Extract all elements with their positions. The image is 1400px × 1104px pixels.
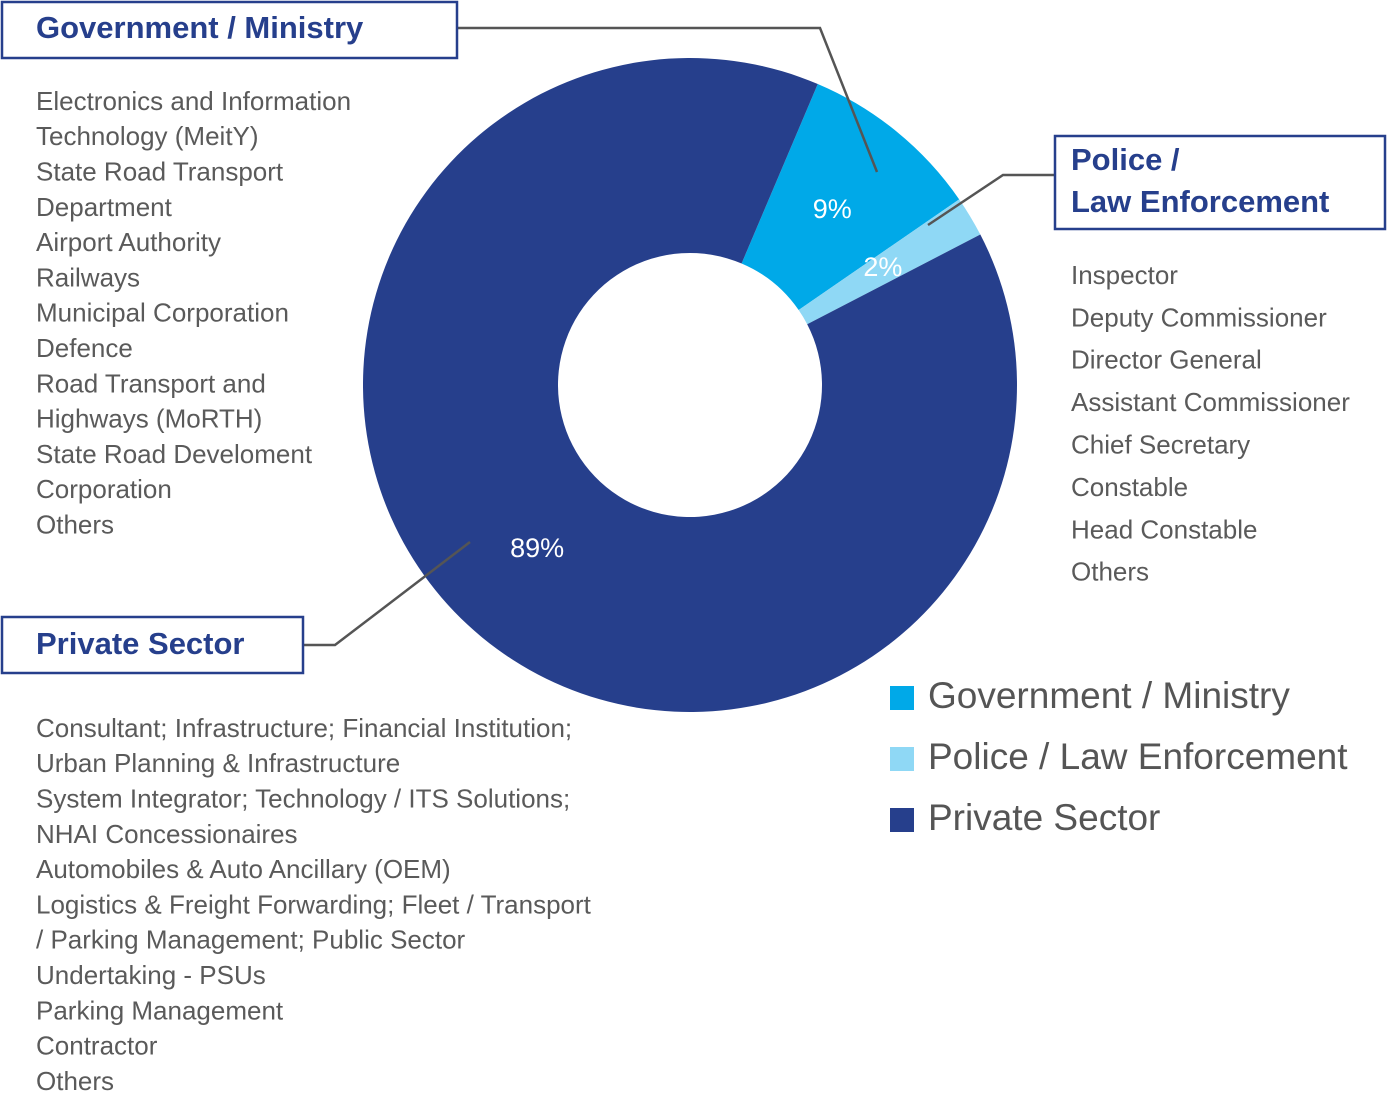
callout-item: State Road Transport bbox=[36, 156, 284, 186]
legend-swatch bbox=[890, 686, 914, 710]
callout-item: Municipal Corporation bbox=[36, 298, 289, 328]
value-label: 9% bbox=[813, 194, 852, 224]
leader-line bbox=[303, 541, 471, 647]
callout-item: Deputy Commissioner bbox=[1071, 302, 1327, 332]
callout-item: System Integrator; Technology / ITS Solu… bbox=[36, 783, 570, 813]
legend-swatch bbox=[890, 747, 914, 771]
callout-item: Urban Planning & Infrastructure bbox=[36, 748, 400, 778]
callout-item: Railways bbox=[36, 262, 140, 292]
callout-item: Defence bbox=[36, 333, 133, 363]
leader-line bbox=[927, 173, 1055, 227]
callout-item: Inspector bbox=[1071, 260, 1178, 290]
callout-item: Contractor bbox=[36, 1031, 158, 1061]
legend-label: Government / Ministry bbox=[928, 675, 1290, 716]
callout-item: Logistics & Freight Forwarding; Fleet / … bbox=[36, 889, 592, 919]
callout-item: Highways (MoRTH) bbox=[36, 404, 262, 434]
leader-line bbox=[435, 26, 879, 173]
callout-item: / Parking Management; Public Sector bbox=[36, 925, 466, 955]
callout-item: Department bbox=[36, 192, 173, 222]
donut-slice bbox=[362, 57, 1017, 712]
value-label: 2% bbox=[863, 252, 902, 282]
callout-item: Others bbox=[1071, 557, 1149, 587]
callout-item: NHAI Concessionaires bbox=[36, 819, 298, 849]
callout-item: Others bbox=[36, 509, 114, 539]
legend-swatch bbox=[890, 808, 914, 832]
callout-item: Electronics and Information bbox=[36, 86, 351, 116]
callout-item: Others bbox=[36, 1066, 114, 1096]
callout-item: Assistant Commissioner bbox=[1071, 387, 1350, 417]
callout-item: Consultant; Infrastructure; Financial In… bbox=[36, 713, 572, 743]
callout-box bbox=[1053, 134, 1387, 231]
callout-item: Road Transport and bbox=[36, 368, 266, 398]
callout-item: Undertaking - PSUs bbox=[36, 960, 266, 990]
callout-title: Private Sector bbox=[36, 626, 245, 661]
callout-item: State Road Develoment bbox=[36, 439, 313, 469]
callout-title: Law Enforcement bbox=[1071, 184, 1329, 219]
callout-item: Constable bbox=[1071, 472, 1188, 502]
callout-item: Head Constable bbox=[1071, 514, 1257, 544]
legend-label: Private Sector bbox=[928, 797, 1160, 838]
callout-title: Government / Ministry bbox=[36, 10, 364, 45]
donut: 9% 2% 89% bbox=[362, 57, 1017, 712]
donut-slice bbox=[798, 199, 981, 325]
callout-item: Director General bbox=[1071, 345, 1262, 375]
legend: Government / Ministry Police / Law Enforc… bbox=[890, 675, 1348, 838]
callout-title: Police / bbox=[1071, 142, 1180, 177]
callout-box bbox=[0, 0, 459, 60]
callout-box bbox=[0, 615, 305, 675]
callout-item: Chief Secretary bbox=[1071, 429, 1250, 459]
callout-item: Automobiles & Auto Ancillary (OEM) bbox=[36, 854, 451, 884]
callout-item: Corporation bbox=[36, 474, 172, 504]
donut-slice bbox=[741, 83, 960, 311]
legend-label: Police / Law Enforcement bbox=[928, 736, 1348, 777]
callout-item: Airport Authority bbox=[36, 227, 221, 257]
callout-item: Parking Management bbox=[36, 995, 284, 1025]
callout-item: Technology (MeitY) bbox=[36, 121, 259, 151]
value-label: 89% bbox=[510, 533, 564, 563]
